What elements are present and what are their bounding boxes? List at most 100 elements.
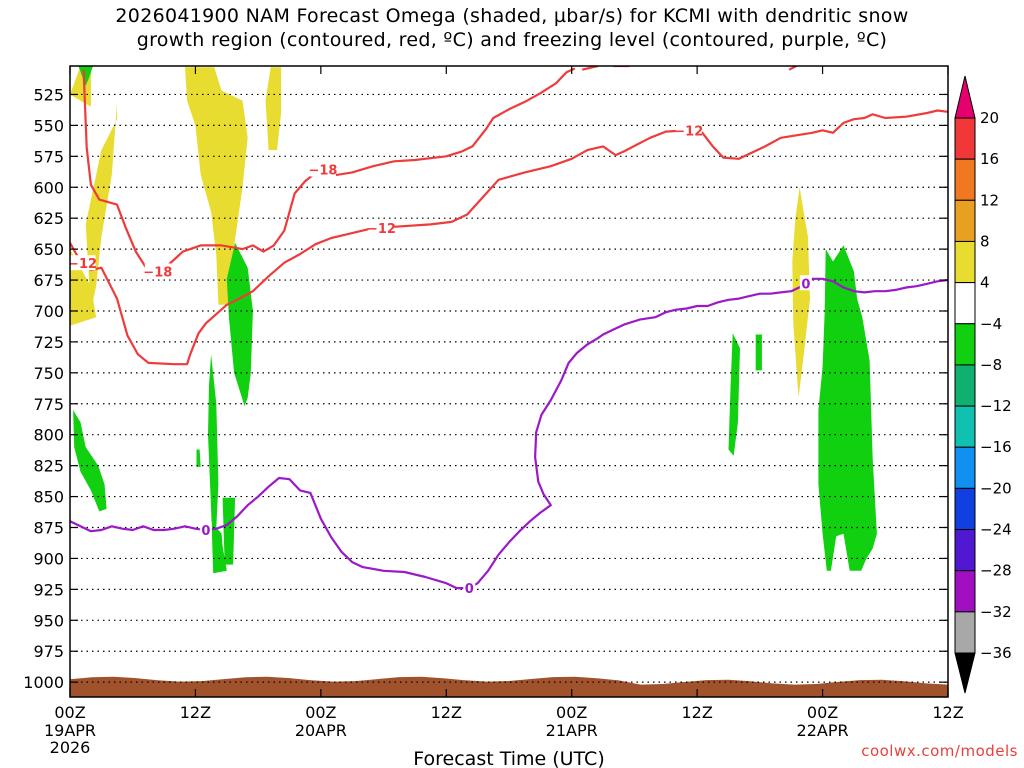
omega-region	[85, 103, 117, 311]
chart-title-line-2: growth region (contoured, red, ºC) and f…	[136, 29, 888, 51]
credit-link[interactable]: coolwx.com/models	[861, 742, 1018, 760]
colorbar-top-arrow	[954, 75, 976, 119]
omega-region	[73, 410, 107, 512]
colorbar-label: 16	[980, 150, 999, 168]
colorbar-segment	[954, 529, 976, 572]
omega-region	[208, 354, 227, 574]
y-tick-label: 650	[33, 240, 64, 259]
dgz-contour-label: −18	[143, 265, 172, 280]
y-tick-label: 625	[33, 209, 64, 228]
colorbar-label: −16	[980, 438, 1012, 456]
omega-region	[78, 66, 93, 86]
colorbar-label: −28	[980, 562, 1012, 580]
colorbar-label: −8	[980, 356, 1002, 374]
y-tick-label: 725	[33, 333, 64, 352]
colorbar-label: −24	[980, 521, 1012, 539]
colorbar-label: 4	[980, 274, 990, 292]
y-tick-label: 600	[33, 178, 64, 197]
omega-region	[792, 187, 810, 398]
x-tick-date-label: 21APR	[546, 721, 598, 740]
freezing-label-bg	[199, 521, 212, 537]
y-tick-label: 750	[33, 364, 64, 383]
colorbar-segment	[954, 199, 976, 242]
omega-region	[265, 67, 282, 151]
y-tick-label: 825	[33, 457, 64, 476]
y-tick-label: 800	[33, 426, 64, 445]
y-tick-label: 925	[33, 580, 64, 599]
contour-label-bg	[144, 263, 171, 279]
y-tick-label: 875	[33, 518, 64, 537]
omega-region	[222, 497, 236, 565]
y-tick-label: 850	[33, 488, 64, 507]
dgz-contour	[82, 67, 576, 273]
colorbar-label: −36	[980, 644, 1012, 662]
dgz-contour-label: −18	[308, 164, 337, 179]
x-tick-label: 12Z	[932, 703, 963, 722]
colorbar-label: −32	[980, 603, 1012, 621]
y-tick-label: 575	[33, 147, 64, 166]
colorbar-label: 8	[980, 232, 990, 250]
freezing-level-contour	[70, 277, 948, 590]
dgz-contour	[70, 109, 948, 366]
contour-label-bg	[368, 220, 395, 236]
chart-title-line-1: 2026041900 NAM Forecast Omega (shaded, µ…	[115, 5, 909, 27]
omega-region	[185, 67, 248, 305]
x-tick-date-label: 2026	[50, 738, 91, 757]
omega-region	[196, 449, 201, 467]
colorbar-segment	[954, 240, 976, 284]
freezing-label-bg	[799, 275, 812, 291]
terrain-fill	[70, 676, 948, 697]
x-tick-label: 12Z	[180, 703, 211, 722]
colorbar-segment	[954, 117, 976, 160]
colorbar-segment	[954, 282, 976, 325]
omega-region	[755, 334, 762, 371]
omega-region	[226, 242, 253, 407]
colorbar-label: 20	[980, 109, 999, 127]
colorbar-segment	[954, 364, 976, 407]
freezing-level-label: 0	[465, 582, 474, 597]
x-tick-label: 12Z	[681, 703, 712, 722]
x-tick-label: 00Z	[54, 703, 85, 722]
freezing-label-bg	[463, 580, 476, 596]
y-tick-label: 950	[33, 611, 64, 630]
chart-title: 2026041900 NAM Forecast Omega (shaded, µ…	[0, 4, 1024, 52]
colorbar-label: 12	[980, 191, 999, 209]
x-tick-date-label: 19APR	[44, 721, 96, 740]
y-tick-label: 775	[33, 395, 64, 414]
x-tick-date-label: 20APR	[295, 721, 347, 740]
y-tick-label: 675	[33, 271, 64, 290]
omega-region	[818, 245, 877, 571]
x-tick-label: 12Z	[431, 703, 462, 722]
colorbar-segment	[954, 323, 976, 366]
y-tick-label: 1000	[23, 673, 64, 692]
y-tick-label: 700	[33, 302, 64, 321]
colorbar-label: −4	[980, 315, 1002, 333]
colorbar-label: −20	[980, 479, 1012, 497]
colorbar-label: −12	[980, 397, 1012, 415]
freezing-level-label: 0	[201, 524, 210, 539]
colorbar-segment	[954, 487, 976, 531]
x-tick-label: 00Z	[305, 703, 336, 722]
dgz-contour-label: −12	[367, 222, 396, 237]
omega-region	[728, 333, 740, 456]
freezing-level-label: 0	[801, 277, 810, 292]
contour-label-bg	[675, 122, 702, 138]
plot-area: −12 −12 −18 −18 −12 0 0 0	[68, 66, 948, 697]
x-tick-date-label: 22APR	[797, 721, 849, 740]
colorbar-segment	[954, 405, 976, 448]
y-tick-label: 900	[33, 549, 64, 568]
contour-label-bg	[70, 255, 96, 271]
colorbar-segment	[954, 446, 976, 489]
colorbar-segment	[954, 570, 976, 613]
plot-frame	[69, 65, 949, 698]
x-axis-title: Forecast Time (UTC)	[413, 748, 604, 768]
y-tick-label: 550	[33, 116, 64, 135]
colorbar-bottom-arrow	[954, 652, 976, 694]
dgz-contour-label: −12	[674, 125, 703, 140]
x-tick-label: 00Z	[556, 703, 587, 722]
dgz-contour-label: −12	[68, 257, 97, 272]
contour-label-bg	[309, 161, 336, 177]
colorbar-segment	[954, 611, 976, 654]
x-tick-label: 00Z	[807, 703, 838, 722]
